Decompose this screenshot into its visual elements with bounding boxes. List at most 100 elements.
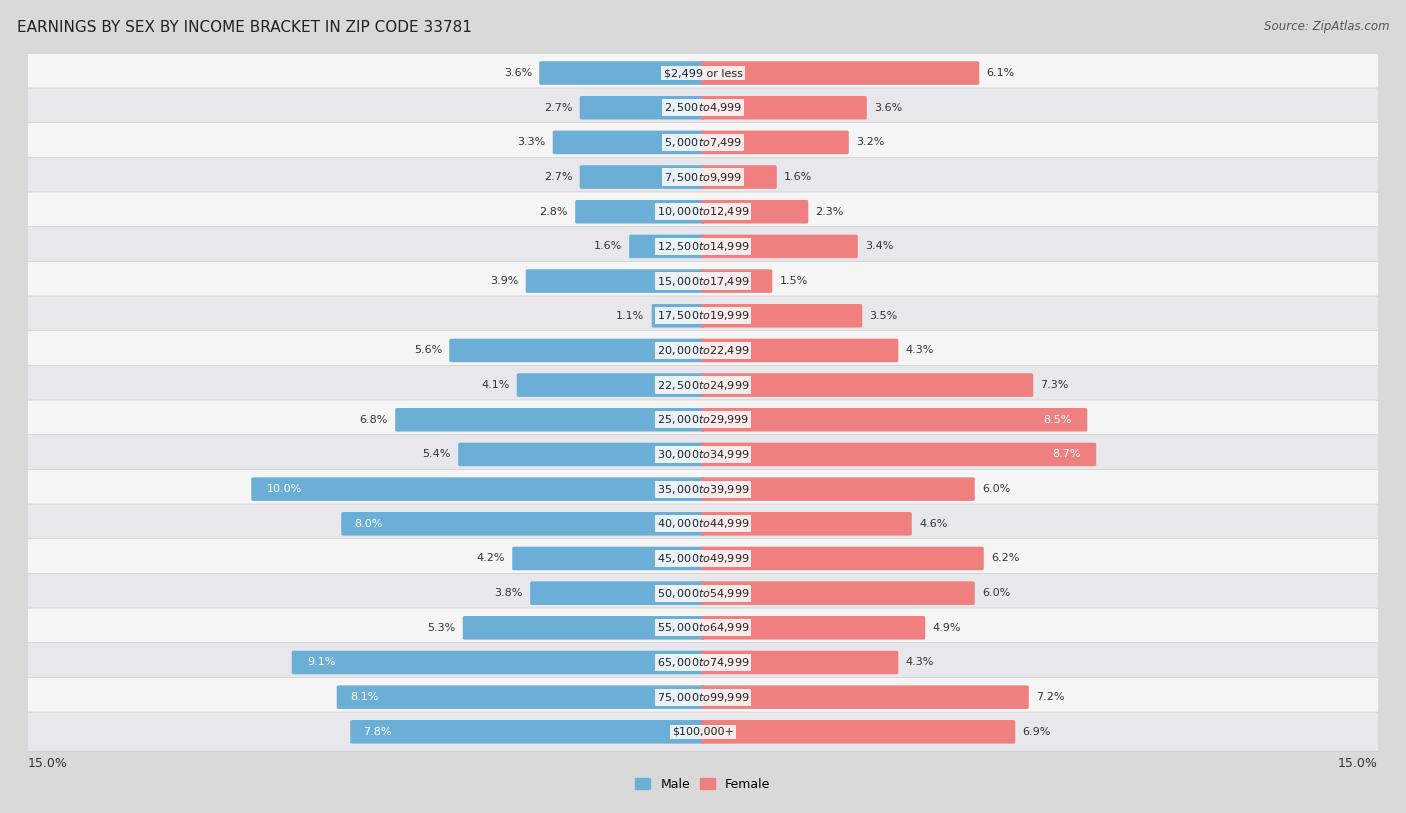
FancyBboxPatch shape — [24, 54, 1382, 93]
Text: 3.8%: 3.8% — [495, 588, 523, 598]
FancyBboxPatch shape — [702, 477, 974, 501]
FancyBboxPatch shape — [702, 581, 974, 605]
Text: 6.1%: 6.1% — [987, 68, 1015, 78]
Text: 1.6%: 1.6% — [593, 241, 621, 251]
Text: 8.7%: 8.7% — [1053, 450, 1081, 459]
Text: 4.3%: 4.3% — [905, 658, 934, 667]
FancyBboxPatch shape — [702, 235, 858, 259]
FancyBboxPatch shape — [702, 269, 772, 293]
FancyBboxPatch shape — [24, 88, 1382, 128]
FancyBboxPatch shape — [24, 504, 1382, 544]
FancyBboxPatch shape — [24, 469, 1382, 509]
FancyBboxPatch shape — [702, 304, 862, 328]
Text: $35,000 to $39,999: $35,000 to $39,999 — [657, 483, 749, 496]
Text: 3.5%: 3.5% — [869, 311, 897, 321]
FancyBboxPatch shape — [350, 720, 704, 744]
Text: $20,000 to $22,499: $20,000 to $22,499 — [657, 344, 749, 357]
FancyBboxPatch shape — [630, 235, 704, 259]
Text: 15.0%: 15.0% — [28, 757, 67, 770]
Text: $12,500 to $14,999: $12,500 to $14,999 — [657, 240, 749, 253]
Text: 6.8%: 6.8% — [360, 415, 388, 424]
Text: 3.2%: 3.2% — [856, 137, 884, 147]
FancyBboxPatch shape — [702, 131, 849, 154]
Text: $100,000+: $100,000+ — [672, 727, 734, 737]
FancyBboxPatch shape — [702, 442, 1097, 466]
FancyBboxPatch shape — [24, 157, 1382, 197]
FancyBboxPatch shape — [702, 61, 979, 85]
Text: 1.5%: 1.5% — [779, 276, 807, 286]
FancyBboxPatch shape — [702, 339, 898, 363]
Text: 4.9%: 4.9% — [932, 623, 960, 633]
Text: 3.9%: 3.9% — [491, 276, 519, 286]
FancyBboxPatch shape — [652, 304, 704, 328]
Text: 15.0%: 15.0% — [1339, 757, 1378, 770]
Text: 6.2%: 6.2% — [991, 554, 1019, 563]
Text: 6.0%: 6.0% — [981, 588, 1010, 598]
FancyBboxPatch shape — [575, 200, 704, 224]
Text: 3.6%: 3.6% — [503, 68, 531, 78]
Text: $22,500 to $24,999: $22,500 to $24,999 — [657, 379, 749, 392]
Text: 4.6%: 4.6% — [920, 519, 948, 528]
FancyBboxPatch shape — [24, 573, 1382, 613]
FancyBboxPatch shape — [24, 608, 1382, 648]
Text: 7.3%: 7.3% — [1040, 380, 1069, 390]
FancyBboxPatch shape — [463, 616, 704, 640]
FancyBboxPatch shape — [337, 685, 704, 709]
FancyBboxPatch shape — [702, 546, 984, 570]
Text: 4.2%: 4.2% — [477, 554, 505, 563]
FancyBboxPatch shape — [702, 616, 925, 640]
Text: 5.3%: 5.3% — [427, 623, 456, 633]
Text: 5.6%: 5.6% — [413, 346, 441, 355]
FancyBboxPatch shape — [24, 400, 1382, 440]
FancyBboxPatch shape — [702, 165, 776, 189]
Text: 10.0%: 10.0% — [267, 484, 302, 494]
Text: $40,000 to $44,999: $40,000 to $44,999 — [657, 517, 749, 530]
Text: 3.6%: 3.6% — [875, 102, 903, 113]
FancyBboxPatch shape — [252, 477, 704, 501]
Text: $65,000 to $74,999: $65,000 to $74,999 — [657, 656, 749, 669]
FancyBboxPatch shape — [702, 720, 1015, 744]
Text: $7,500 to $9,999: $7,500 to $9,999 — [664, 171, 742, 184]
Text: EARNINGS BY SEX BY INCOME BRACKET IN ZIP CODE 33781: EARNINGS BY SEX BY INCOME BRACKET IN ZIP… — [17, 20, 472, 35]
FancyBboxPatch shape — [702, 96, 866, 120]
FancyBboxPatch shape — [24, 227, 1382, 266]
Text: 8.0%: 8.0% — [354, 519, 382, 528]
FancyBboxPatch shape — [24, 435, 1382, 474]
Text: 1.6%: 1.6% — [785, 172, 813, 182]
Text: 6.0%: 6.0% — [981, 484, 1010, 494]
FancyBboxPatch shape — [702, 650, 898, 674]
Text: 3.3%: 3.3% — [517, 137, 546, 147]
Text: $2,500 to $4,999: $2,500 to $4,999 — [664, 102, 742, 114]
Text: $17,500 to $19,999: $17,500 to $19,999 — [657, 309, 749, 322]
FancyBboxPatch shape — [342, 512, 704, 536]
Text: 4.3%: 4.3% — [905, 346, 934, 355]
FancyBboxPatch shape — [24, 331, 1382, 370]
Text: 2.8%: 2.8% — [540, 207, 568, 217]
FancyBboxPatch shape — [702, 685, 1029, 709]
Text: 2.3%: 2.3% — [815, 207, 844, 217]
FancyBboxPatch shape — [395, 408, 704, 432]
FancyBboxPatch shape — [458, 442, 704, 466]
FancyBboxPatch shape — [24, 365, 1382, 405]
FancyBboxPatch shape — [702, 512, 911, 536]
Legend: Male, Female: Male, Female — [630, 773, 776, 796]
FancyBboxPatch shape — [526, 269, 704, 293]
FancyBboxPatch shape — [512, 546, 704, 570]
FancyBboxPatch shape — [24, 643, 1382, 682]
FancyBboxPatch shape — [579, 165, 704, 189]
Text: 9.1%: 9.1% — [307, 658, 336, 667]
FancyBboxPatch shape — [540, 61, 704, 85]
Text: $2,499 or less: $2,499 or less — [664, 68, 742, 78]
Text: 2.7%: 2.7% — [544, 172, 572, 182]
FancyBboxPatch shape — [517, 373, 704, 397]
Text: 4.1%: 4.1% — [481, 380, 509, 390]
FancyBboxPatch shape — [702, 373, 1033, 397]
Text: Source: ZipAtlas.com: Source: ZipAtlas.com — [1264, 20, 1389, 33]
FancyBboxPatch shape — [24, 296, 1382, 336]
FancyBboxPatch shape — [24, 123, 1382, 162]
FancyBboxPatch shape — [450, 339, 704, 363]
Text: 8.1%: 8.1% — [350, 692, 378, 702]
Text: $75,000 to $99,999: $75,000 to $99,999 — [657, 691, 749, 703]
Text: 5.4%: 5.4% — [423, 450, 451, 459]
Text: $45,000 to $49,999: $45,000 to $49,999 — [657, 552, 749, 565]
